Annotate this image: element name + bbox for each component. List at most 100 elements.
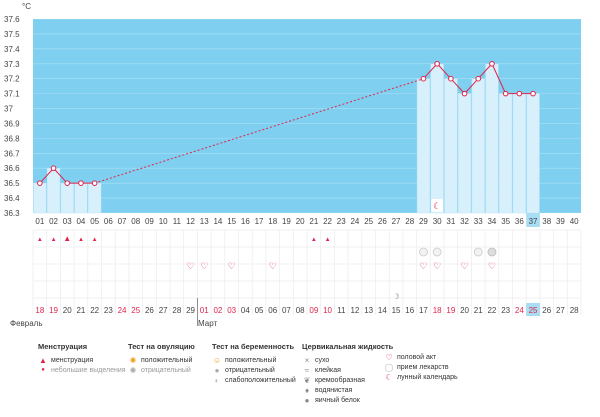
drop-icon: ▲ (78, 237, 84, 243)
temperature-point (502, 90, 509, 97)
legend-title: Менструация (38, 342, 88, 351)
date-label: 24 (118, 306, 127, 315)
cycle-day-label: 11 (173, 217, 182, 226)
cycle-day-label: 34 (487, 217, 496, 226)
date-label: 23 (501, 306, 510, 315)
temperature-point (516, 90, 523, 97)
temperature-point (91, 180, 98, 186)
date-label: 29 (186, 306, 195, 315)
cycle-day-label: 01 (35, 217, 44, 226)
date-label: 19 (446, 306, 455, 315)
temperature-bar (60, 182, 74, 214)
date-label: 12 (350, 306, 359, 315)
temperature-point (420, 75, 427, 82)
y-tick-label: 37.2 (4, 75, 20, 84)
heart-icon: ♡ (228, 261, 236, 271)
sticky-icon: ≈ (304, 365, 310, 375)
legend-label: клейкая (315, 366, 341, 374)
cycle-day-label: 29 (419, 217, 428, 226)
circle-light-icon (487, 247, 497, 257)
temperature-line (477, 63, 493, 80)
cycle-day-label: 10 (159, 217, 168, 226)
pill-icon: ◯ (384, 362, 394, 372)
legend-other: ♡ половой акт ◯ прием лекарств ☾ лунный кал… (384, 352, 458, 382)
y-tick-label: 37.3 (4, 60, 20, 69)
heart-icon: ♡ (488, 261, 496, 271)
temperature-point (448, 75, 454, 82)
date-label: 21 (474, 306, 483, 315)
date-label: 09 (309, 306, 318, 315)
cycle-day-label: 04 (76, 217, 85, 226)
temperature-point (37, 180, 43, 186)
drop-icon: ▲ (39, 355, 47, 365)
date-label: 20 (63, 306, 72, 315)
temperature-bar (74, 182, 88, 214)
plot-area (33, 19, 581, 213)
legend-label: половой акт (397, 353, 437, 361)
y-tick-label: 36.7 (4, 149, 20, 158)
date-label: 08 (296, 306, 305, 315)
temperature-bar (88, 182, 102, 214)
cycle-day-label: 08 (131, 217, 140, 226)
moon-icon: ☾ (433, 201, 441, 211)
temperature-bar (457, 93, 472, 214)
date-label: 26 (145, 306, 154, 315)
temperature-point (50, 165, 57, 172)
y-tick-label: 37.6 (4, 15, 20, 24)
drop-icon: ▲ (63, 234, 71, 243)
drop-icon: ▲ (51, 237, 57, 243)
y-tick-label: 37.4 (4, 45, 20, 54)
date-label: 05 (255, 306, 264, 315)
cycle-day-label: 25 (364, 217, 373, 226)
y-tick-label: 36.3 (4, 209, 20, 218)
moon-calendar-cell (431, 199, 443, 212)
y-tick-label: 36.8 (4, 134, 20, 143)
legend-ovulation: Тест на овуляцию ✺ положительный ✺ отрицат… (128, 342, 195, 375)
cycle-day-label: 21 (309, 217, 318, 226)
date-label: 03 (227, 306, 236, 315)
date-label: 18 (35, 306, 44, 315)
temperature-bar (526, 93, 540, 214)
sun-grey-icon: ✺ (129, 365, 137, 375)
pill-icon (473, 247, 483, 257)
temperature-bar (512, 93, 526, 214)
y-tick-label: 37.5 (4, 30, 20, 39)
month-label-february: Февраль (10, 319, 43, 328)
temperature-line (436, 63, 452, 80)
legend-label: водянистая (315, 386, 353, 394)
temperature-bar (444, 78, 458, 214)
temperature-point (530, 90, 536, 97)
y-tick-label: 36.9 (4, 119, 20, 128)
date-label: 22 (487, 306, 496, 315)
date-label: 13 (364, 306, 373, 315)
smile-icon: ☺ (212, 355, 222, 365)
cycle-day-label: 12 (186, 217, 195, 226)
legend-title: Цервикальная жидкость (302, 342, 394, 351)
small-drop-icon: ● (41, 366, 45, 373)
legend-label: отрицательный (141, 366, 191, 374)
legend-label: кремообразная (315, 376, 365, 384)
cycle-day-label: 27 (392, 217, 401, 226)
date-label: 04 (241, 306, 250, 315)
water-icon: ♦ (304, 385, 310, 395)
circle-grey-icon: ● (214, 365, 220, 375)
date-label: 25 (529, 306, 538, 315)
date-label: 24 (515, 306, 524, 315)
legend-fluid: Цервикальная жидкость × сухо ≈ клейкая ❦ кр… (302, 342, 393, 405)
temperature-point (475, 75, 482, 82)
legend-label: прием лекарств (397, 363, 449, 371)
date-label: 26 (542, 306, 551, 315)
moon-icon: ☾ (385, 372, 393, 382)
temperature-bar (485, 63, 499, 214)
pill-icon (419, 247, 428, 257)
egg-icon: ● (304, 395, 310, 405)
temperature-line (464, 78, 479, 94)
moon-phase-icon: ☽ (392, 292, 399, 301)
cycle-day-label: 36 (515, 217, 524, 226)
sun-icon: ✺ (129, 355, 137, 365)
temperature-bar (33, 182, 47, 214)
date-label: 18 (433, 306, 442, 315)
cycle-day-label: 23 (337, 217, 346, 226)
date-label: 21 (76, 306, 85, 315)
heart-icon: ♡ (187, 261, 195, 271)
